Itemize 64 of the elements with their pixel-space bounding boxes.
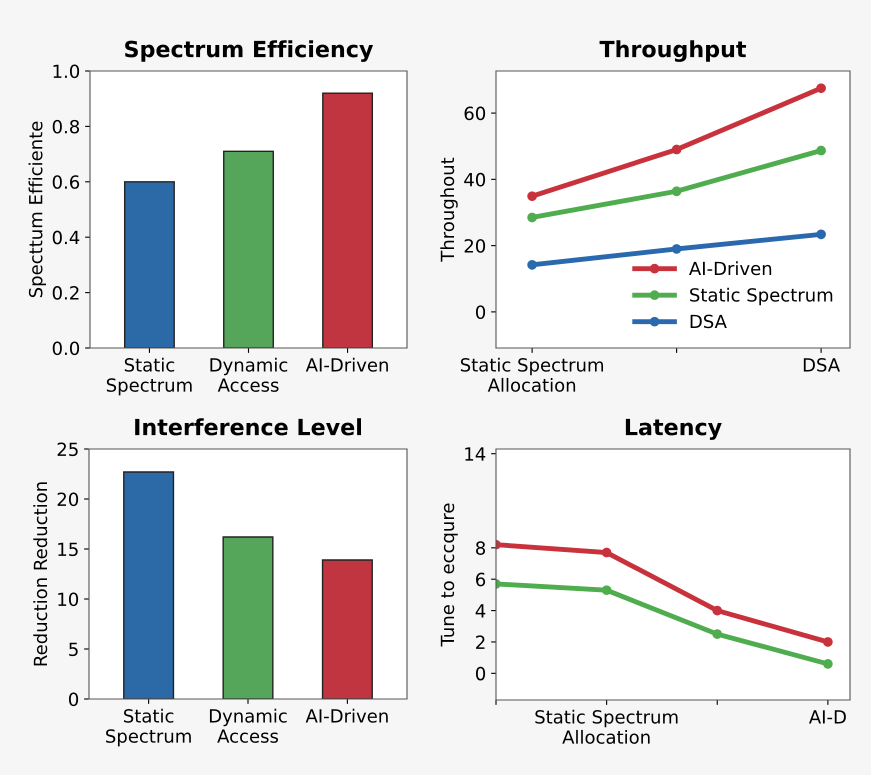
x-tick-label: Dynamic Access bbox=[210, 358, 288, 392]
y-tick-label: 8 bbox=[476, 541, 486, 555]
point bbox=[527, 260, 537, 270]
y-axis-title: Tune to eccqure bbox=[440, 504, 458, 646]
y-tick-label: 15 bbox=[58, 542, 78, 556]
point bbox=[602, 548, 612, 558]
x-tick-label: AI-D bbox=[808, 710, 846, 724]
y-tick-label: 0 bbox=[476, 305, 486, 319]
x-tick-label: AI-Driven bbox=[306, 358, 388, 372]
y-tick-label: 4 bbox=[476, 604, 486, 618]
point bbox=[672, 244, 682, 254]
y-tick-label: 20 bbox=[58, 492, 78, 506]
x-tick-label: Dynamic Access bbox=[210, 708, 287, 743]
point bbox=[816, 229, 826, 240]
y-tick-label: 20 bbox=[464, 239, 486, 253]
y-tick-label: 0.6 bbox=[52, 175, 80, 189]
legend-label: Static Spectrum bbox=[690, 288, 832, 306]
y-tick-label: 5 bbox=[69, 642, 78, 656]
y-tick-label: 0 bbox=[476, 666, 486, 680]
y-tick-label: 0.4 bbox=[52, 230, 80, 244]
y-tick-label: 25 bbox=[58, 442, 78, 456]
point bbox=[816, 83, 826, 94]
y-tick-label: 0.0 bbox=[52, 341, 80, 356]
point bbox=[816, 146, 826, 156]
y-tick-label: 1.0 bbox=[54, 64, 80, 78]
x-tick-label: AI-Driven bbox=[306, 708, 388, 723]
legend-label: AI-Driven bbox=[689, 261, 772, 276]
point bbox=[712, 629, 722, 639]
chart-title: Latency bbox=[626, 418, 722, 440]
point bbox=[527, 212, 537, 222]
bar bbox=[124, 181, 175, 348]
y-tick-label: 0.8 bbox=[52, 120, 80, 134]
y-tick-label: 6 bbox=[476, 572, 486, 586]
legend-label: DSA bbox=[690, 314, 727, 328]
bar bbox=[322, 559, 373, 699]
y-tick-label: 2 bbox=[476, 635, 484, 649]
y-axis-title: Throughout bbox=[440, 158, 458, 262]
y-tick-label: 60 bbox=[464, 106, 486, 120]
chart-title: Spectrum Efficiency bbox=[125, 40, 374, 62]
point bbox=[672, 186, 682, 196]
point bbox=[672, 144, 682, 154]
y-tick-label: 0 bbox=[68, 692, 78, 706]
y-tick-label: 14 bbox=[465, 447, 486, 461]
x-tick-label: Static Spectrum bbox=[106, 358, 192, 396]
point bbox=[823, 637, 833, 647]
bar bbox=[222, 536, 274, 699]
y-axis-title: Reduction Reduction bbox=[33, 482, 48, 666]
y-tick-label: 40 bbox=[464, 172, 486, 186]
y-tick-label: 10 bbox=[58, 592, 78, 606]
point bbox=[527, 191, 537, 202]
x-tick-label: Static Spectrum bbox=[106, 708, 191, 746]
point bbox=[602, 585, 612, 596]
y-axis-title: Specttum Efficiente bbox=[28, 122, 46, 298]
point bbox=[712, 606, 722, 616]
x-tick-label: Static Spectrum Allocation bbox=[535, 710, 678, 744]
bar bbox=[223, 150, 274, 348]
bar bbox=[322, 92, 374, 348]
chart-title: Interference Level bbox=[135, 418, 361, 436]
bar bbox=[123, 471, 174, 699]
y-tick-label: 0.2 bbox=[52, 286, 78, 300]
x-tick-label: Static Spectrum Allocation bbox=[460, 358, 604, 392]
point bbox=[823, 659, 833, 669]
chart-title: Throughput bbox=[600, 40, 746, 62]
x-tick-label: DSA bbox=[804, 358, 840, 372]
